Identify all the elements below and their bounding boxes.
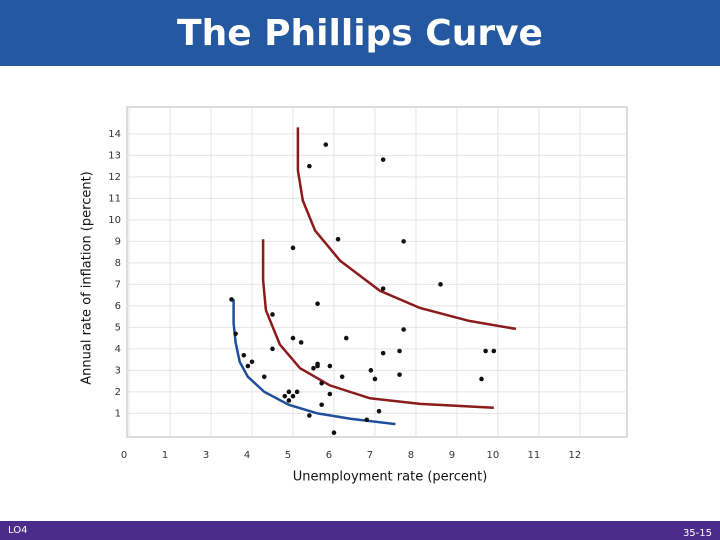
footer-right: 35-15	[683, 528, 712, 539]
data-point	[241, 353, 247, 358]
data-point	[290, 335, 296, 341]
header-band	[0, 0, 720, 66]
data-point	[372, 376, 378, 382]
data-point	[261, 374, 267, 380]
data-point	[343, 335, 349, 341]
data-point	[397, 372, 402, 377]
y-tick-label: 10	[108, 215, 121, 226]
slide-title: The Phillips Curve	[177, 13, 543, 54]
data-point	[380, 350, 386, 356]
data-point	[245, 363, 251, 369]
data-point	[364, 417, 370, 423]
data-point	[290, 393, 296, 399]
data-point	[290, 245, 296, 251]
x-tick-label: 10	[487, 450, 500, 461]
data-point	[368, 368, 374, 373]
y-tick-label: 12	[108, 172, 121, 183]
data-point	[376, 408, 382, 414]
data-point	[249, 359, 255, 365]
y-tick-label: 3	[115, 365, 121, 376]
data-point	[327, 363, 333, 369]
x-tick-label: 9	[449, 450, 455, 461]
data-point	[294, 389, 300, 395]
y-tick-label: 11	[108, 193, 121, 204]
y-tick-label: 14	[108, 129, 121, 140]
x-tick-label: 8	[408, 450, 414, 461]
data-point	[311, 365, 316, 371]
y-tick-label: 6	[115, 301, 121, 312]
data-point	[319, 402, 324, 408]
data-point	[438, 282, 443, 287]
y-tick-label: 8	[115, 258, 121, 269]
data-point	[270, 312, 275, 317]
data-point	[331, 430, 337, 436]
data-point	[323, 142, 329, 147]
x-tick-label: 6	[326, 450, 332, 461]
data-point	[229, 297, 234, 302]
y-tick-label: 7	[115, 279, 121, 290]
x-tick-label: 1	[162, 450, 168, 461]
x-axis-title: Unemployment rate (percent)	[293, 470, 488, 485]
y-tick-label: 5	[115, 322, 121, 333]
data-point	[270, 346, 275, 352]
x-tick-label: 3	[203, 450, 209, 461]
data-point	[380, 157, 386, 162]
y-axis-title: Annual rate of inflation (percent)	[80, 171, 95, 385]
footer-left: LO4	[8, 525, 27, 536]
data-point	[307, 413, 312, 418]
x-tick-label: 0	[121, 450, 127, 461]
data-point	[286, 389, 292, 395]
y-tick-label: 2	[115, 387, 121, 398]
data-point	[233, 331, 238, 337]
x-tick-label: 7	[367, 450, 373, 461]
data-point	[319, 380, 324, 386]
data-point	[397, 348, 402, 354]
data-point	[315, 361, 320, 367]
data-point	[286, 398, 292, 403]
x-tick-label: 4	[244, 450, 250, 461]
data-point	[307, 163, 312, 169]
data-point	[282, 393, 288, 399]
y-tick-label: 1	[115, 408, 121, 419]
plot-frame	[126, 106, 628, 438]
x-tick-label: 5	[285, 450, 291, 461]
data-point	[335, 236, 341, 242]
data-point	[479, 376, 484, 382]
data-point	[401, 239, 406, 244]
y-tick-label: 4	[115, 344, 121, 355]
y-tick-label: 9	[115, 236, 121, 247]
data-point	[483, 348, 488, 354]
data-point	[327, 391, 333, 397]
data-point	[491, 348, 497, 354]
footer-band	[0, 521, 720, 540]
x-tick-label: 12	[569, 450, 582, 461]
data-point	[380, 286, 386, 291]
curve	[261, 239, 494, 410]
data-point	[298, 340, 304, 345]
curve	[296, 127, 517, 331]
data-point	[339, 374, 345, 380]
x-tick-label: 11	[528, 450, 541, 461]
y-tick-label: 13	[108, 150, 121, 161]
data-point	[401, 327, 406, 332]
data-point	[315, 301, 320, 307]
